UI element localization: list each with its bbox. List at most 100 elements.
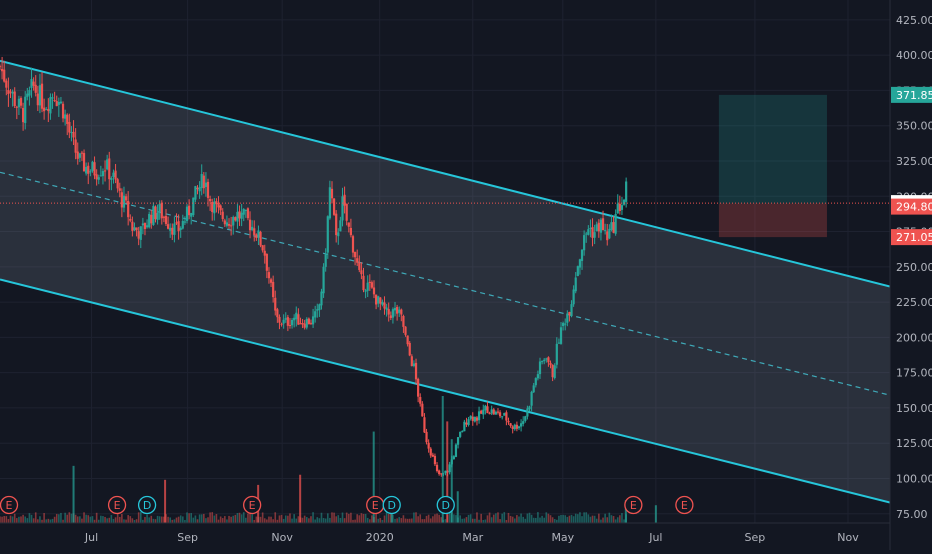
candle-body[interactable] bbox=[440, 473, 443, 475]
candle-body[interactable] bbox=[40, 83, 44, 109]
candle-body[interactable] bbox=[82, 153, 86, 172]
candle-body[interactable] bbox=[152, 205, 155, 225]
candle-body[interactable] bbox=[429, 448, 432, 456]
candle-body[interactable] bbox=[402, 315, 405, 327]
candle-body[interactable] bbox=[209, 198, 212, 202]
candle-body[interactable] bbox=[169, 227, 172, 231]
candle-body[interactable] bbox=[435, 464, 439, 472]
candle-body[interactable] bbox=[473, 416, 476, 422]
candle-body[interactable] bbox=[425, 431, 428, 443]
candle-body[interactable] bbox=[51, 97, 54, 99]
candle-body[interactable] bbox=[234, 217, 237, 221]
candle-body[interactable] bbox=[299, 323, 302, 325]
candle-body[interactable] bbox=[204, 182, 208, 187]
channel-upper-line[interactable] bbox=[0, 59, 891, 288]
candle-body[interactable] bbox=[288, 324, 292, 326]
candle-body[interactable] bbox=[272, 281, 275, 298]
candle-body[interactable] bbox=[148, 213, 151, 228]
candle-body[interactable] bbox=[45, 109, 48, 111]
earnings-marker[interactable]: E bbox=[366, 495, 385, 515]
candle-body[interactable] bbox=[43, 107, 46, 112]
candle-body[interactable] bbox=[484, 405, 487, 411]
candle-body[interactable] bbox=[433, 455, 437, 465]
candle-body[interactable] bbox=[133, 227, 136, 231]
candle-body[interactable] bbox=[49, 97, 52, 114]
candle-body[interactable] bbox=[154, 206, 157, 220]
candle-body[interactable] bbox=[482, 409, 485, 415]
candle-body[interactable] bbox=[213, 201, 216, 214]
candle-body[interactable] bbox=[625, 181, 628, 202]
candle-body[interactable] bbox=[622, 199, 626, 205]
candle-body[interactable] bbox=[32, 81, 35, 86]
candle-body[interactable] bbox=[28, 90, 31, 96]
candle-body[interactable] bbox=[244, 209, 247, 211]
candle-body[interactable] bbox=[219, 205, 222, 211]
candle-body[interactable] bbox=[85, 166, 88, 174]
candle-body[interactable] bbox=[463, 421, 466, 432]
candle-body[interactable] bbox=[408, 342, 411, 356]
candle-body[interactable] bbox=[566, 313, 569, 323]
candle-body[interactable] bbox=[139, 226, 142, 240]
candle-body[interactable] bbox=[606, 231, 609, 241]
candle-body[interactable] bbox=[311, 316, 315, 325]
candle-body[interactable] bbox=[194, 186, 197, 200]
candle-body[interactable] bbox=[568, 311, 571, 316]
candle-body[interactable] bbox=[522, 421, 525, 424]
candle-body[interactable] bbox=[496, 411, 500, 413]
candle-body[interactable] bbox=[253, 228, 256, 235]
earnings-marker[interactable]: E bbox=[0, 495, 19, 515]
candle-body[interactable] bbox=[93, 162, 96, 176]
candle-body[interactable] bbox=[70, 132, 73, 134]
candle-body[interactable] bbox=[89, 171, 92, 173]
candle-body[interactable] bbox=[538, 361, 542, 375]
candle-body[interactable] bbox=[326, 216, 329, 253]
candle-body[interactable] bbox=[375, 294, 378, 305]
candle-body[interactable] bbox=[501, 416, 504, 418]
candle-body[interactable] bbox=[389, 315, 392, 319]
candle-body[interactable] bbox=[76, 151, 79, 159]
candle-body[interactable] bbox=[47, 108, 50, 112]
candle-body[interactable] bbox=[372, 287, 376, 295]
candle-body[interactable] bbox=[475, 417, 479, 421]
candle-body[interactable] bbox=[223, 220, 226, 225]
candle-body[interactable] bbox=[156, 212, 159, 220]
candle-body[interactable] bbox=[22, 107, 25, 123]
candle-body[interactable] bbox=[391, 309, 395, 318]
candle-body[interactable] bbox=[112, 172, 115, 178]
candle-body[interactable] bbox=[64, 114, 67, 119]
candle-body[interactable] bbox=[72, 131, 75, 138]
candle-body[interactable] bbox=[423, 417, 426, 433]
candle-body[interactable] bbox=[190, 213, 193, 217]
candle-body[interactable] bbox=[448, 464, 451, 473]
candle-body[interactable] bbox=[526, 408, 529, 417]
candle-body[interactable] bbox=[150, 214, 153, 224]
candle-body[interactable] bbox=[257, 230, 260, 238]
candle-body[interactable] bbox=[282, 319, 285, 324]
candle-body[interactable] bbox=[438, 470, 441, 475]
candle-body[interactable] bbox=[488, 413, 491, 415]
candle-body[interactable] bbox=[259, 231, 262, 246]
candle-body[interactable] bbox=[398, 309, 401, 313]
candle-body[interactable] bbox=[293, 317, 296, 321]
candle-body[interactable] bbox=[608, 228, 611, 239]
candle-body[interactable] bbox=[295, 312, 298, 320]
candle-body[interactable] bbox=[284, 318, 287, 320]
candle-body[interactable] bbox=[396, 307, 399, 314]
candle-body[interactable] bbox=[227, 224, 231, 226]
candle-body[interactable] bbox=[0, 66, 2, 68]
candle-body[interactable] bbox=[192, 197, 195, 216]
candle-body[interactable] bbox=[59, 101, 63, 104]
candle-body[interactable] bbox=[570, 304, 573, 317]
long-position-tool[interactable] bbox=[718, 94, 827, 238]
candle-body[interactable] bbox=[585, 233, 588, 235]
candle-body[interactable] bbox=[162, 216, 165, 218]
candle-body[interactable] bbox=[410, 356, 413, 367]
candle-body[interactable] bbox=[5, 80, 8, 88]
candle-body[interactable] bbox=[511, 426, 514, 430]
candle-body[interactable] bbox=[1, 68, 4, 72]
candle-body[interactable] bbox=[24, 96, 27, 124]
candle-body[interactable] bbox=[549, 362, 552, 365]
candle-body[interactable] bbox=[143, 222, 147, 229]
candle-body[interactable] bbox=[255, 234, 258, 238]
earnings-marker[interactable]: E bbox=[624, 495, 643, 515]
